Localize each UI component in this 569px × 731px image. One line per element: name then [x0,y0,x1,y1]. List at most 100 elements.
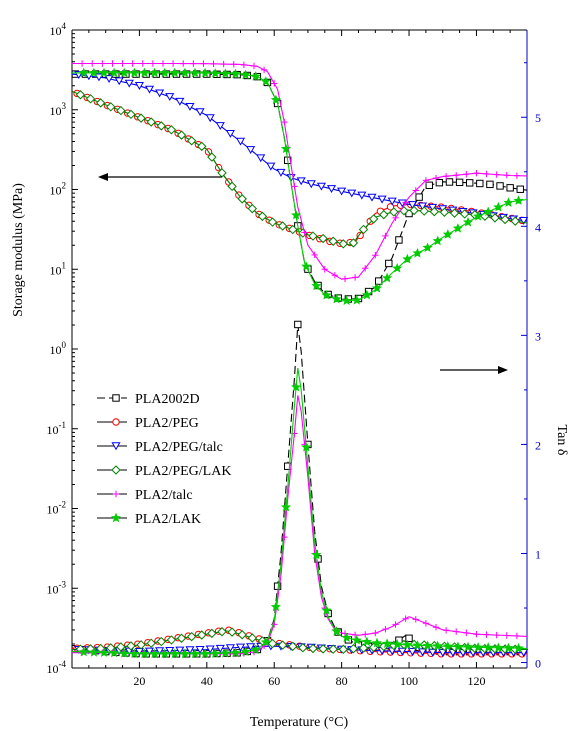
modulus-point [205,114,215,123]
tan-delta-point [402,615,409,622]
modulus-point [296,177,306,186]
arrow-right-annotation [440,366,508,374]
modulus-point [126,109,136,120]
modulus-point [483,206,494,217]
x-tick-label: 120 [467,674,485,688]
y-left-tick-label: 10-1 [47,420,67,437]
legend-label: PLA2/PEG [135,416,199,431]
tan-delta-point [463,629,470,637]
tan-delta-point [362,631,369,638]
tan-delta-point [215,644,225,653]
modulus-point [385,259,393,268]
modulus-point [417,202,428,211]
modulus-point [267,217,278,227]
y-left-tick-label: 100 [50,340,67,357]
modulus-point [493,201,504,212]
tan-delta-point [225,644,235,653]
modulus-point [165,93,175,102]
modulus-point [136,113,146,123]
modulus-point [337,187,347,196]
tan-delta-point [235,643,246,652]
modulus-point [230,61,237,68]
modulus-point [326,185,337,194]
tan-delta-point [392,638,403,649]
modulus-point [415,193,423,201]
modulus-point [435,178,444,187]
modulus-point [331,293,342,304]
y-axis-label-right: Tan δ [554,425,569,456]
modulus-point [270,94,281,105]
tan-delta-point [308,643,318,654]
tan-delta-point [382,638,393,648]
modulus-point [356,231,364,240]
y-left-tick-label: 103 [50,101,67,118]
tan-delta-point [144,647,155,656]
modulus-point [466,179,474,187]
tan-delta-point [371,637,383,648]
tan-delta-point [405,634,413,642]
modulus-point [114,77,124,86]
modulus-point [452,223,463,233]
modulus-point [169,60,177,67]
modulus-point [382,232,389,240]
modulus-point [230,68,241,79]
modulus-point [459,209,470,219]
modulus-point [425,181,433,190]
modulus-point [109,60,116,67]
tan-delta-point [341,632,352,642]
modulus-point [106,102,116,112]
modulus-point [166,125,177,135]
tan-delta-point [351,631,359,639]
modulus-point [341,295,352,306]
modulus-point [506,184,514,192]
modulus-point [116,105,126,116]
modulus-point [513,172,521,179]
legend-label: PLA2/LAK [135,512,201,527]
modulus-point [215,122,225,131]
modulus-point [368,214,379,224]
tan-delta-point [146,638,156,648]
tan-delta-point [361,636,372,647]
modulus-point [189,67,201,78]
tan-delta-point [267,638,278,649]
arrow-left-annotation [98,173,222,181]
modulus-point [382,272,393,283]
modulus-point [301,261,312,271]
tan-delta-point [294,320,302,329]
modulus-point [321,290,332,300]
modulus-point [351,294,362,305]
modulus-point [442,229,453,239]
modulus-point [361,289,372,300]
modulus-point [98,67,110,78]
tan-delta-point [217,627,227,637]
tan-delta-point [109,647,120,658]
modulus-point [210,60,217,68]
tan-delta-point [473,641,484,652]
tan-delta-point [149,648,160,659]
modulus-point [276,168,286,177]
modulus-point [407,201,417,210]
modulus-point [235,137,246,146]
modulus-point [486,180,494,189]
modulus-point [169,67,180,78]
modulus-point [379,209,389,220]
tan-delta-point [126,641,136,651]
tan-delta-point [382,625,389,633]
tan-delta-point [246,643,256,652]
modulus-point [155,89,165,98]
modulus-point [89,60,96,67]
y-right-tick-label: 3 [535,329,541,343]
tan-delta-point [240,646,251,657]
modulus-point [422,177,430,184]
tan-delta-point [179,648,190,659]
modulus-point [149,67,160,78]
modulus-point [124,79,134,88]
modulus-point [341,275,349,282]
tan-delta-point [442,627,450,634]
modulus-point [439,207,450,217]
axes-layer: 20 40 60 80 100 12010-410-310-210-11001011021… [47,21,542,688]
modulus-point [207,152,217,162]
tan-delta-point [169,648,180,659]
legend-label: PLA2/talc [135,488,193,503]
modulus-point [227,181,237,192]
